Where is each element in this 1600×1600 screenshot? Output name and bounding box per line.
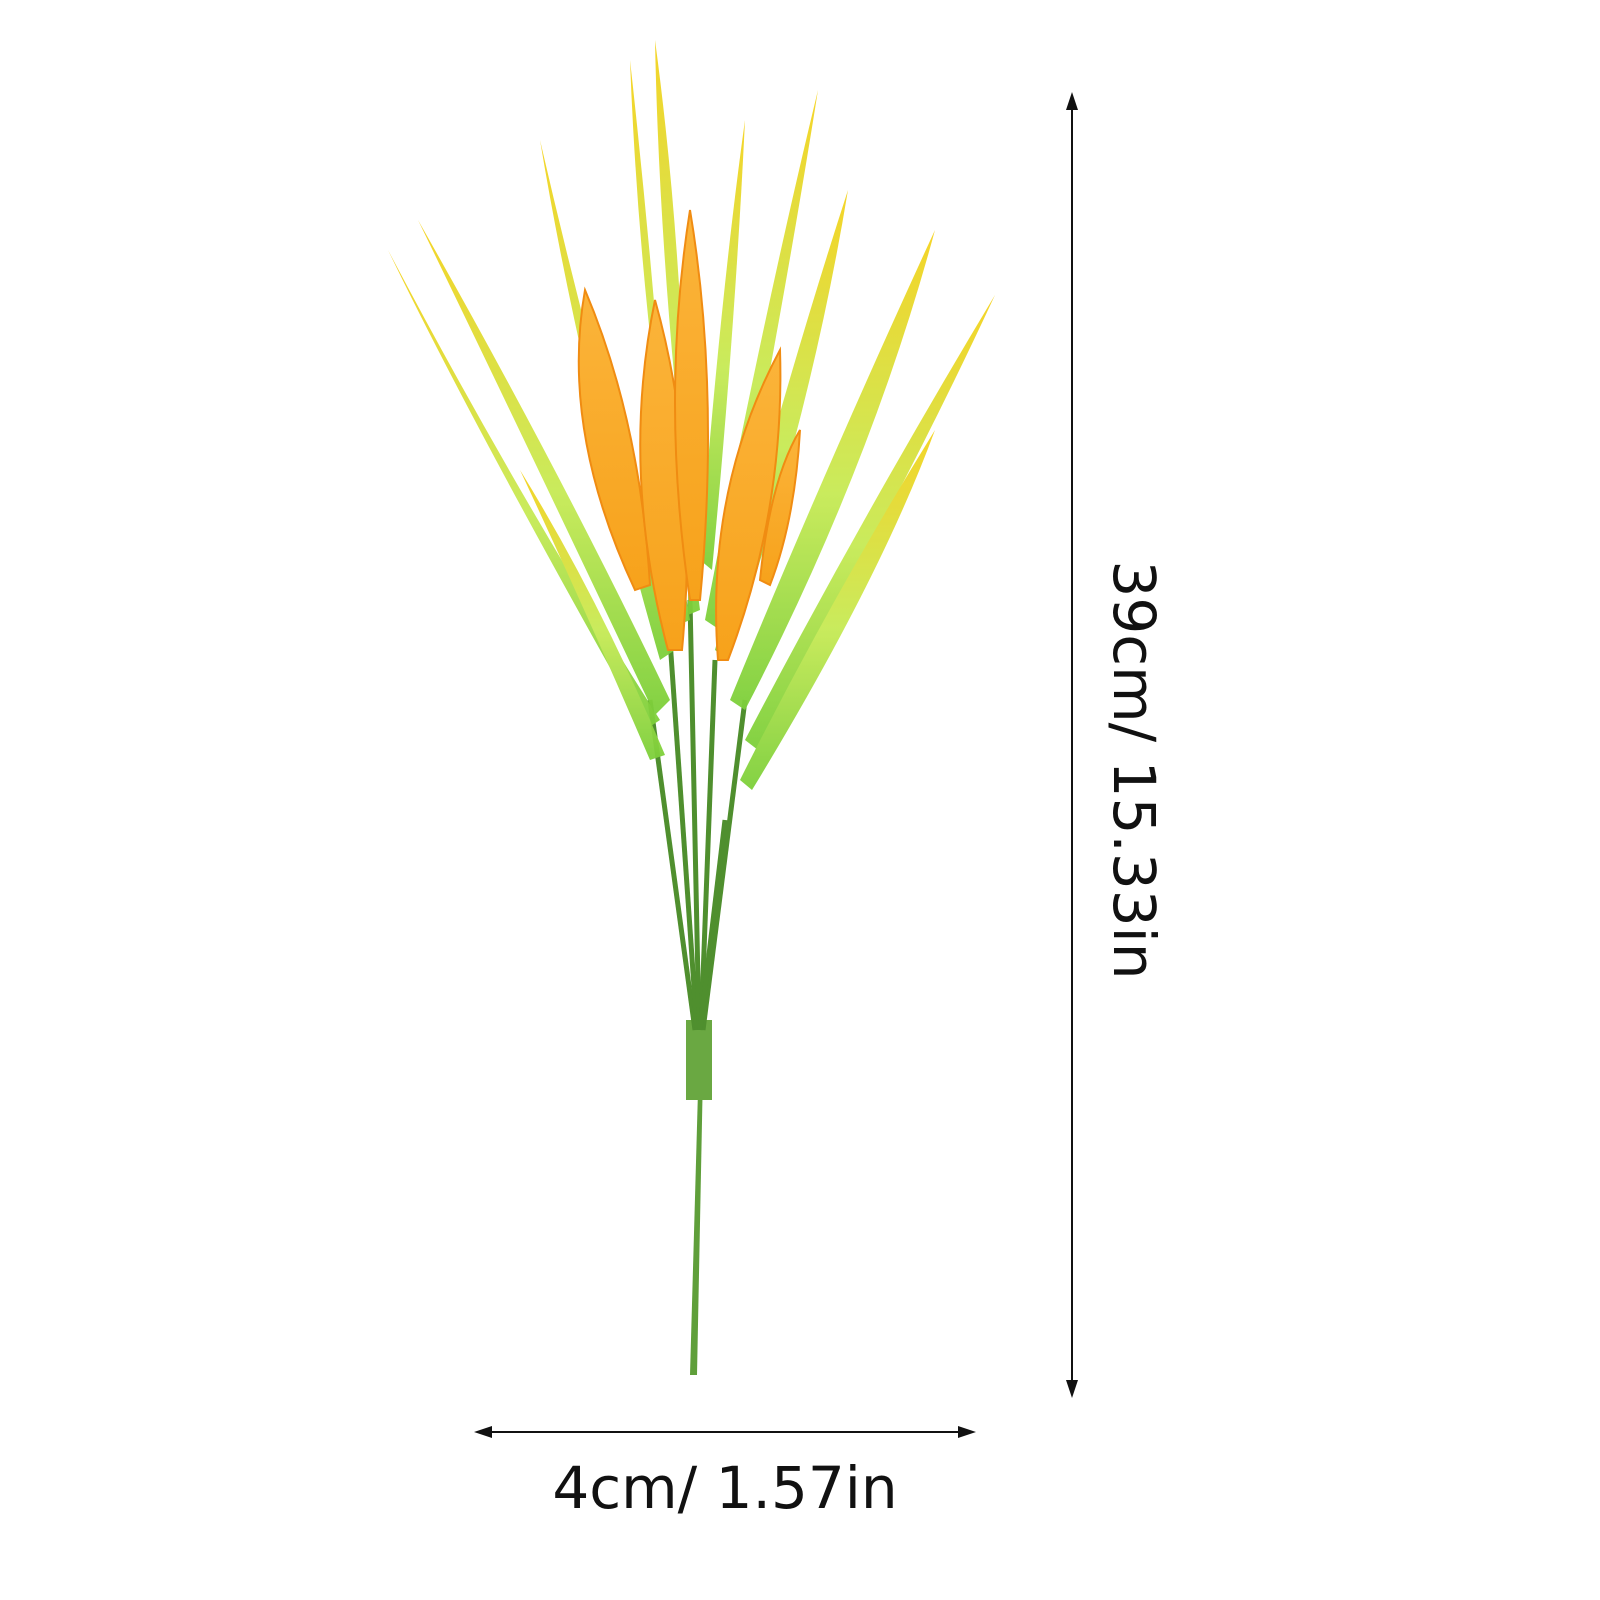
plant-illustration [388, 40, 995, 1375]
width-arrow [474, 1426, 976, 1438]
height-label: 39cm/ 15.33in [1100, 560, 1168, 979]
width-label: 4cm/ 1.57in [552, 1454, 897, 1522]
height-arrow [1066, 92, 1078, 1398]
